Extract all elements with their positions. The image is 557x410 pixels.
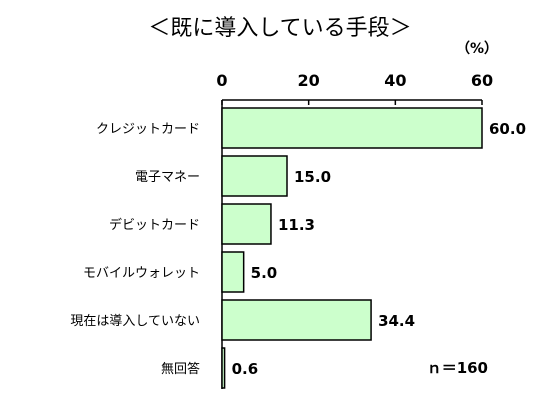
bar: [221, 251, 245, 293]
category-label: モバイルウォレット: [83, 266, 200, 281]
value-labels: 60.0 15.0 11.3 5.0 34.4 0.6: [232, 120, 526, 378]
value-label: 15.0: [294, 168, 331, 186]
category-label: 現在は導入していない: [70, 314, 200, 329]
bar: [221, 107, 483, 149]
bar: [221, 299, 372, 341]
bar: [221, 347, 226, 389]
value-label: 11.3: [278, 216, 315, 234]
value-label: 0.6: [232, 360, 259, 378]
chart-title: ＜既に導入している手段＞: [148, 16, 411, 41]
value-label: 5.0: [251, 264, 278, 282]
bars: [221, 107, 483, 389]
category-label: デビットカード: [109, 217, 200, 233]
value-label: 60.0: [489, 120, 526, 138]
category-label: 電子マネー: [135, 170, 200, 185]
sample-note: ｎ＝160: [427, 359, 488, 377]
value-label: 34.4: [378, 312, 415, 330]
x-tick-label: 20: [298, 71, 320, 90]
x-tick-label: 0: [216, 71, 227, 90]
category-label: 無回答: [161, 361, 200, 377]
category-label: クレジットカード: [96, 122, 200, 137]
unit-label: （%）: [456, 41, 498, 57]
x-tick-label: 60: [471, 71, 493, 90]
x-tick-label: 40: [384, 71, 406, 90]
bar: [221, 155, 288, 197]
category-labels: クレジットカード電子マネーデビットカードモバイルウォレット現在は導入していない無…: [70, 122, 200, 377]
bar: [221, 203, 272, 245]
